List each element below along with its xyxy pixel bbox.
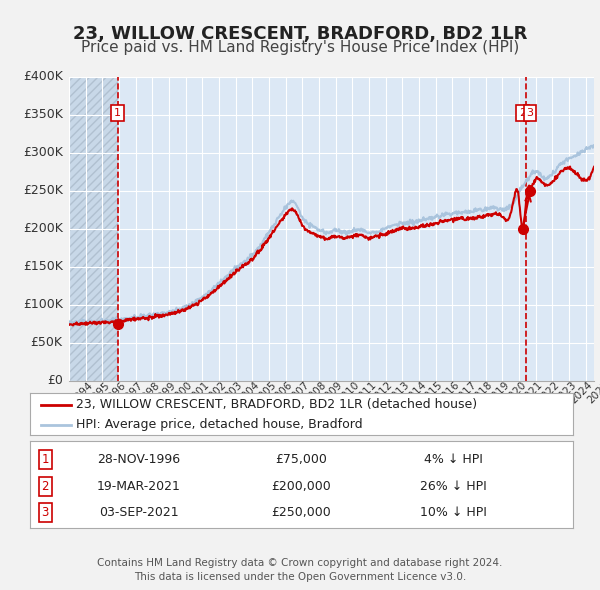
Text: £150K: £150K [23,260,63,273]
Text: 2007: 2007 [286,380,311,406]
Text: 10% ↓ HPI: 10% ↓ HPI [420,506,487,519]
Text: 2006: 2006 [269,380,295,406]
Text: 1995: 1995 [86,380,112,406]
Text: 3: 3 [527,108,533,118]
Text: Price paid vs. HM Land Registry's House Price Index (HPI): Price paid vs. HM Land Registry's House … [81,40,519,54]
Text: 2017: 2017 [452,380,478,406]
Text: 2004: 2004 [236,380,261,406]
Text: 1: 1 [41,454,49,467]
Text: 2022: 2022 [536,380,562,406]
Text: 2012: 2012 [369,380,395,406]
Text: 2: 2 [41,480,49,493]
Text: 1998: 1998 [136,380,161,406]
Text: 2014: 2014 [403,380,428,406]
Text: HPI: Average price, detached house, Bradford: HPI: Average price, detached house, Brad… [76,418,363,431]
Text: 2005: 2005 [253,380,278,406]
Text: £400K: £400K [23,70,63,83]
Text: 2011: 2011 [352,380,378,406]
Text: 1996: 1996 [103,380,128,406]
Text: 2008: 2008 [302,380,328,406]
Text: 3: 3 [41,506,49,519]
Bar [69,77,118,381]
Text: 2000: 2000 [169,381,194,406]
Text: 23, WILLOW CRESCENT, BRADFORD, BD2 1LR: 23, WILLOW CRESCENT, BRADFORD, BD2 1LR [73,25,527,43]
Text: 28-NOV-1996: 28-NOV-1996 [97,454,180,467]
Text: 23, WILLOW CRESCENT, BRADFORD, BD2 1LR (detached house): 23, WILLOW CRESCENT, BRADFORD, BD2 1LR (… [76,398,477,411]
Text: £350K: £350K [23,108,63,121]
Text: 2020: 2020 [502,380,528,406]
Text: £0: £0 [47,374,63,387]
Text: £200K: £200K [23,222,63,235]
Text: 4% ↓ HPI: 4% ↓ HPI [424,454,483,467]
Text: £300K: £300K [23,146,63,159]
Text: 2: 2 [519,108,526,118]
Text: 1: 1 [114,108,121,118]
Text: 2023: 2023 [553,380,578,406]
Text: 26% ↓ HPI: 26% ↓ HPI [420,480,487,493]
Text: 2024: 2024 [569,380,595,406]
Text: Contains HM Land Registry data © Crown copyright and database right 2024.
This d: Contains HM Land Registry data © Crown c… [97,558,503,582]
Text: 03-SEP-2021: 03-SEP-2021 [99,506,178,519]
Text: 2025: 2025 [586,380,600,406]
Text: £100K: £100K [23,298,63,311]
Text: 2003: 2003 [219,380,245,406]
Text: 1997: 1997 [119,380,145,406]
Text: 2019: 2019 [485,380,511,406]
Text: 2010: 2010 [335,380,361,406]
Text: 1999: 1999 [152,380,178,406]
Text: £250K: £250K [23,184,63,197]
Text: 2021: 2021 [519,380,545,406]
Text: 2001: 2001 [185,380,211,406]
Text: £250,000: £250,000 [272,506,331,519]
Text: 19-MAR-2021: 19-MAR-2021 [97,480,181,493]
Text: 2002: 2002 [202,380,228,406]
Text: 2015: 2015 [419,380,445,406]
Text: 2009: 2009 [319,380,344,406]
Text: 2018: 2018 [469,380,495,406]
Text: 1994: 1994 [69,380,95,406]
Text: 2016: 2016 [436,380,461,406]
Text: £200,000: £200,000 [272,480,331,493]
Text: £50K: £50K [31,336,63,349]
Text: 2013: 2013 [386,380,412,406]
Text: £75,000: £75,000 [275,454,328,467]
